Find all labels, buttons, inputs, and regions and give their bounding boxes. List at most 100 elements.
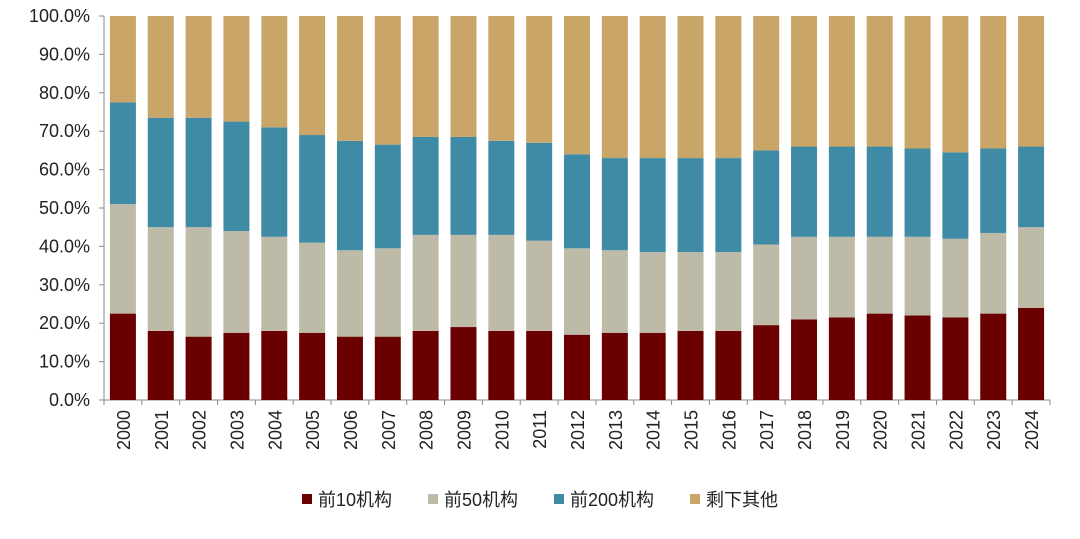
x-tick-label: 2019 [833, 410, 853, 450]
x-tick-label: 2005 [303, 410, 323, 450]
x-tick-label: 2014 [644, 410, 664, 450]
bar-segment-4 [261, 16, 288, 128]
bar-segment-2 [904, 236, 931, 316]
y-tick-label: 20.0% [39, 313, 90, 333]
bar-segment-3 [223, 121, 250, 232]
bar-segment-2 [942, 238, 969, 318]
y-tick-label: 0.0% [49, 390, 90, 410]
bar-segment-3 [980, 148, 1007, 233]
bar-segment-3 [261, 127, 288, 237]
bar-segment-2 [564, 248, 590, 335]
x-tick-label: 2018 [795, 410, 815, 450]
bar-segment-3 [564, 154, 590, 249]
bar-segment-3 [412, 136, 439, 235]
bar-segment-3 [639, 158, 666, 253]
bar-segment-3 [336, 140, 363, 251]
bar-segment-1 [677, 330, 704, 400]
bar-segment-3 [147, 117, 174, 228]
bar-segment-1 [488, 330, 515, 400]
bar-segment-4 [1018, 16, 1045, 147]
bar-segment-1 [753, 325, 780, 400]
bar-segment-2 [223, 231, 250, 333]
bar-segment-2 [715, 252, 742, 331]
x-tick-label: 2004 [265, 410, 285, 450]
legend-swatch [427, 494, 438, 504]
bar-segment-2 [109, 204, 136, 314]
y-tick-label: 40.0% [39, 236, 90, 256]
legend-item: 前200机构 [554, 486, 654, 512]
bar-segment-2 [677, 252, 704, 331]
bar-segment-1 [412, 330, 439, 400]
x-tick-label: 2012 [568, 410, 588, 450]
bar-segment-1 [942, 317, 969, 400]
x-tick-label: 2000 [114, 410, 134, 450]
x-tick-label: 2007 [379, 410, 399, 450]
x-tick-label: 2009 [454, 410, 474, 450]
x-tick-label: 2022 [946, 410, 966, 450]
bar-segment-3 [677, 158, 704, 253]
y-tick-label: 30.0% [39, 275, 90, 295]
legend-item: 前50机构 [427, 486, 518, 512]
x-tick-label: 2010 [492, 410, 512, 450]
bar-segment-3 [866, 146, 893, 237]
bar-segment-1 [147, 330, 174, 400]
bar-segment-1 [336, 336, 363, 400]
bar-segment-2 [412, 234, 439, 331]
bar-segment-1 [374, 336, 401, 400]
bar-segment-4 [828, 16, 855, 147]
bar-segment-1 [185, 336, 212, 400]
y-tick-label: 50.0% [39, 198, 90, 218]
x-tick-label: 2002 [190, 410, 210, 450]
legend-label: 前50机构 [443, 490, 518, 510]
bar-segment-1 [904, 315, 931, 400]
x-tick-label: 2017 [757, 410, 777, 450]
bar-segment-1 [980, 313, 1007, 400]
x-tick-label: 2023 [984, 410, 1004, 450]
bar-segment-2 [147, 227, 174, 331]
bar-segment-3 [185, 117, 212, 228]
bar-segment-4 [677, 16, 704, 159]
bar-segment-3 [828, 146, 855, 237]
y-tick-label: 90.0% [39, 44, 90, 64]
x-tick-label: 2001 [152, 410, 172, 450]
bar-segment-2 [601, 250, 628, 333]
bar-segment-4 [601, 16, 628, 159]
bar-segment-2 [488, 234, 515, 331]
bar-segment-2 [261, 236, 288, 331]
bar-segment-1 [109, 313, 136, 400]
bar-segment-4 [639, 16, 666, 159]
bar-segment-2 [336, 250, 363, 337]
bar-segment-1 [715, 330, 742, 400]
bar-segment-2 [1018, 227, 1045, 308]
bar-segment-4 [336, 16, 363, 141]
legend-label: 剩下其他 [706, 490, 779, 510]
bar-segment-3 [904, 148, 931, 237]
y-tick-label: 10.0% [39, 352, 90, 372]
bar-segment-1 [564, 334, 590, 400]
bar-segment-3 [374, 144, 401, 249]
y-tick-label: 70.0% [39, 121, 90, 141]
legend-item: 前10机构 [301, 486, 392, 512]
bar-segment-2 [450, 234, 477, 328]
bar-segment-2 [791, 236, 818, 320]
legend-label: 前10机构 [317, 490, 392, 510]
bar-segment-3 [488, 140, 515, 235]
bar-segment-2 [185, 227, 212, 337]
bar-segment-4 [904, 16, 931, 149]
x-tick-label: 2008 [417, 410, 437, 450]
legend-swatch [690, 494, 701, 504]
x-tick-label: 2021 [909, 410, 929, 450]
x-tick-label: 2003 [227, 410, 247, 450]
bar-segment-3 [1018, 146, 1045, 228]
bar-segment-4 [791, 16, 818, 147]
bar-segment-1 [1018, 307, 1045, 400]
bar-segment-1 [450, 327, 477, 400]
bar-segment-3 [450, 136, 477, 235]
legend-label: 前200机构 [570, 490, 655, 510]
bar-segment-1 [261, 330, 288, 400]
legend: 前10机构 前50机构 前200机构 剩下其他 [0, 486, 1080, 512]
bar-segment-1 [791, 319, 818, 400]
bar-segment-2 [980, 232, 1007, 314]
bar-segment-3 [753, 150, 780, 245]
